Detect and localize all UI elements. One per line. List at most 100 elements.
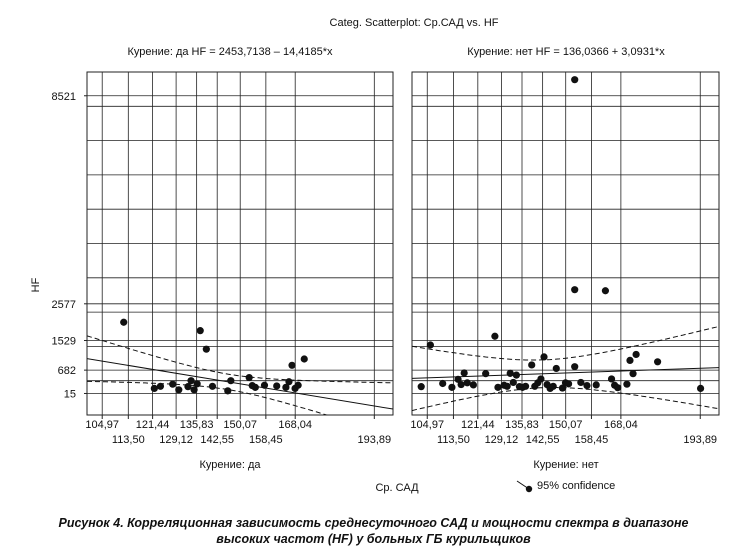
data-point <box>196 327 204 335</box>
x-tick-label: 129,12 <box>485 434 519 446</box>
x-tick-label: 150,07 <box>549 419 583 431</box>
y-tick-label: 682 <box>58 365 76 377</box>
data-point <box>457 380 465 389</box>
y-tick-label: 15 <box>64 388 76 400</box>
data-point <box>224 387 232 395</box>
data-point <box>273 382 281 390</box>
confidence-upper <box>412 325 719 361</box>
x-tick-label: 158,45 <box>575 434 609 446</box>
data-point <box>626 356 634 364</box>
x-tick-label: 113,50 <box>112 434 145 446</box>
regression-line <box>87 358 393 410</box>
data-point <box>549 382 557 390</box>
data-point <box>460 369 468 377</box>
y-tick-label: 8521 <box>52 91 76 103</box>
x-tick-label: 193,89 <box>683 434 717 446</box>
data-point <box>227 377 235 385</box>
data-point <box>564 380 573 388</box>
caption-line-1: Рисунок 4. Корреляционная зависимость ср… <box>58 516 689 530</box>
data-point <box>571 76 579 84</box>
data-point <box>439 379 447 388</box>
x-tick-label: 104,97 <box>85 419 119 431</box>
x-tick-label: 113,50 <box>437 434 470 446</box>
x-tick-label: 150,07 <box>223 419 257 431</box>
data-point <box>190 386 198 394</box>
data-point <box>251 383 259 391</box>
y-tick-label: 2577 <box>52 299 76 311</box>
x-tick-label: 142,55 <box>200 434 234 446</box>
data-point <box>463 379 471 387</box>
x-tick-label: 168,04 <box>604 419 638 431</box>
data-point <box>482 370 490 378</box>
y-tick-label: 1529 <box>52 335 76 347</box>
data-point <box>288 361 296 369</box>
data-point <box>632 350 640 359</box>
data-point <box>654 358 662 366</box>
data-point <box>193 380 201 388</box>
y-axis-label: HF <box>30 277 42 292</box>
data-point <box>571 286 579 294</box>
data-point <box>491 332 499 340</box>
chart-title: Categ. Scatterplot: Ср.САД vs. HF <box>330 17 499 29</box>
data-point <box>175 386 183 394</box>
panel-smoking-no: Курение: нет HF = 136,0366 + 3,0931*x 10… <box>410 46 720 471</box>
data-point <box>426 341 435 349</box>
fit-group <box>87 335 393 415</box>
data-point <box>571 363 579 371</box>
data-point <box>120 318 128 326</box>
data-point <box>614 384 622 392</box>
data-point <box>623 380 631 388</box>
data-point <box>417 383 425 391</box>
y-axis-ticks: 15 682 1529 2577 8521 <box>52 91 87 400</box>
data-point <box>202 345 210 353</box>
confidence-lower <box>87 380 329 415</box>
panel-equation: Курение: да HF = 2453,7138 – 14,4185*x <box>127 46 333 58</box>
data-point <box>592 381 600 389</box>
x-axis-label: Ср. САД <box>375 482 419 494</box>
data-point <box>282 383 290 391</box>
data-point <box>208 382 217 390</box>
x-tick-label: 158,45 <box>249 434 283 446</box>
legend-label: 95% confidence <box>537 480 615 492</box>
x-tick-label: 168,04 <box>278 419 312 431</box>
data-point <box>509 378 517 387</box>
x-tick-label: 121,44 <box>136 419 170 431</box>
data-point <box>506 369 514 377</box>
data-point <box>260 381 269 389</box>
data-point <box>300 355 308 363</box>
data-point <box>537 375 545 383</box>
data-point <box>448 383 456 391</box>
data-point <box>169 380 177 388</box>
data-point <box>184 383 192 391</box>
data-point <box>150 384 158 392</box>
legend-marker <box>525 485 533 493</box>
data-point <box>577 378 585 387</box>
caption-line-2: высоких частот (HF) у больных ГБ курильщ… <box>216 532 531 546</box>
data-point <box>245 373 253 382</box>
panel-smoking-yes: Курение: да HF = 2453,7138 – 14,4185*x 1… <box>85 46 394 471</box>
data-point <box>512 371 520 379</box>
x-tick-label: 193,89 <box>357 434 391 446</box>
scatterplot-figure: Categ. Scatterplot: Ср.САД vs. HF Курени… <box>30 17 720 494</box>
data-point <box>285 378 293 386</box>
panel-equation: Курение: нет HF = 136,0366 + 3,0931*x <box>467 46 665 58</box>
data-point <box>156 382 165 390</box>
data-point <box>454 375 462 383</box>
data-point <box>552 364 560 373</box>
x-tick-label: 121,44 <box>461 419 495 431</box>
x-tick-label: 129,12 <box>159 434 193 446</box>
x-tick-label: 135,83 <box>505 419 539 431</box>
data-point <box>629 370 637 378</box>
data-point <box>494 383 502 391</box>
data-point <box>540 353 548 361</box>
data-point <box>607 375 616 383</box>
data-point <box>558 384 567 392</box>
data-point <box>503 382 511 390</box>
regression-line <box>412 367 719 379</box>
data-point <box>583 382 591 390</box>
panel-category-label: Курение: да <box>199 459 261 471</box>
data-point <box>696 384 705 392</box>
panel-category-label: Курение: нет <box>533 459 598 471</box>
x-tick-label: 104,97 <box>410 419 444 431</box>
data-point <box>294 381 302 389</box>
